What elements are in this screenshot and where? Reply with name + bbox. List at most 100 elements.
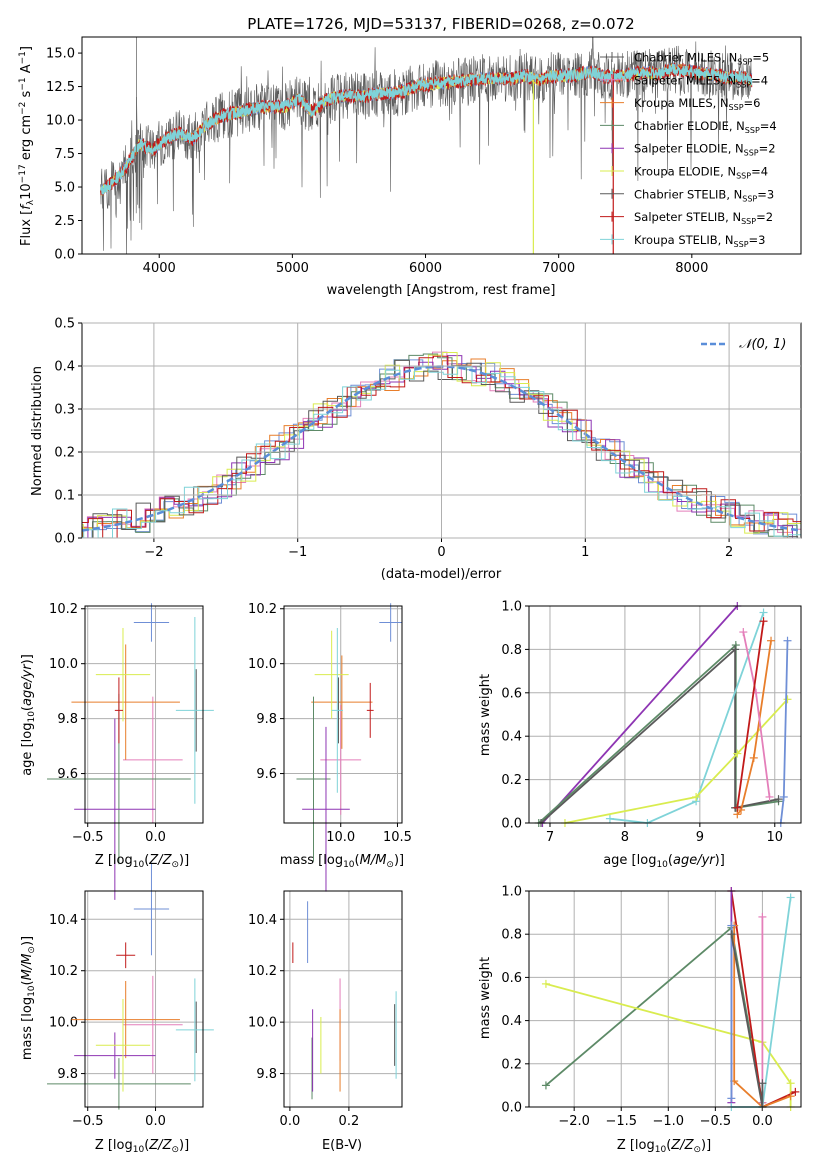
age-ylabel: age [log10(age/yr)] <box>20 654 37 776</box>
xtick-label: 10.5 <box>383 830 412 845</box>
legend-label: Chabrier ELODIE, NSSP=4 <box>634 119 777 135</box>
ytick-label: 1.0 <box>501 885 522 900</box>
ytick-label: 0.3 <box>54 403 75 418</box>
legend-label-main: Kroupa STELIB, N <box>634 233 734 247</box>
legend-label-main: Chabrier ELODIE, N <box>634 119 745 133</box>
xtick-label: 9 <box>696 830 704 845</box>
ytick-label: 10.0 <box>248 1016 277 1031</box>
xtick-label: 5000 <box>276 261 309 276</box>
legend-label: Kroupa STELIB, NSSP=3 <box>634 233 765 249</box>
weight-line-salpeter_stelib <box>736 621 765 808</box>
legend-label: Chabrier STELIB, NSSP=3 <box>634 187 774 203</box>
ytick-label: 0.4 <box>501 1014 522 1029</box>
legend-label-main: Salpeter ELODIE, N <box>634 142 744 156</box>
xtick-label: 0.2 <box>339 1114 360 1129</box>
panel-frame <box>528 605 802 824</box>
ytick-label: 10.0 <box>49 657 78 672</box>
xtick-label: 8000 <box>675 261 708 276</box>
ytick-label: 0.2 <box>501 1057 522 1072</box>
weight-line-salpeter_stelib <box>730 890 796 1109</box>
xtick-label: 0.0 <box>145 830 166 845</box>
ytick-label: 0.4 <box>501 730 522 745</box>
weight-vs-age-panel: 7 8 9 10 0.0 0.2 0.4 0.6 0.8 1.0 <box>501 600 802 845</box>
legend-label-tail: =4 <box>751 73 768 87</box>
residuals-ylabel: Normed distribution <box>30 366 45 496</box>
weight-line-kroupa_miles <box>736 640 772 815</box>
xtick-label: −1.5 <box>605 1114 637 1129</box>
mass-ebv-xlabel: E(B-V) <box>322 1138 362 1153</box>
xtick-label: 0 <box>437 545 445 560</box>
legend-label-sub: SSP <box>741 217 756 226</box>
xtick-label: 7000 <box>542 261 575 276</box>
ytick-label: 15.0 <box>46 47 75 62</box>
legend-label-tail: =4 <box>760 119 777 133</box>
xtick-label: −2.0 <box>558 1114 590 1129</box>
histogram-salpeter_stelib <box>82 355 801 538</box>
ytick-label: 9.6 <box>256 767 277 782</box>
spectrum-ylabel: Flux [fλ10−17 erg cm−2 s−1 A−1] <box>18 46 36 246</box>
ytick-label: 10.0 <box>46 114 75 129</box>
spectrum-frame <box>81 36 802 255</box>
xtick-label: −1.0 <box>653 1114 685 1129</box>
xtick-label: 0.0 <box>280 1114 301 1129</box>
ytick-label: 9.6 <box>57 767 78 782</box>
legend-label-main: Kroupa ELODIE, N <box>634 165 736 179</box>
ytick-label: 5.0 <box>54 181 75 196</box>
xtick-label: −0.5 <box>700 1114 732 1129</box>
ytick-label: 10.2 <box>248 602 277 617</box>
age-vs-mass-panel: 10.0 10.5 9.6 9.8 10.0 10.2 <box>248 602 412 892</box>
histogram-kroupa_stelib <box>82 366 801 538</box>
ytick-label: 9.8 <box>256 1067 277 1082</box>
ytick-label: 10.0 <box>49 1016 78 1031</box>
spectrum-title: PLATE=1726, MJD=53137, FIBERID=0268, z=0… <box>247 15 634 33</box>
weight-line-chabrier_stelib <box>540 647 779 824</box>
legend-label-main: Salpeter STELIB, N <box>634 210 741 224</box>
weight-vs-metallicity-panel: −2.0 −1.5 −1.0 −0.5 0.0 0.0 0.2 0.4 0.6 0.8 1.0 <box>501 885 802 1129</box>
xtick-label: 4000 <box>143 261 176 276</box>
weight-age-ylabel: mass weight <box>478 674 493 756</box>
legend-label: Kroupa MILES, NSSP=6 <box>634 96 760 112</box>
ytick-label: 0.1 <box>54 489 75 504</box>
ytick-label: 0.4 <box>54 360 75 375</box>
ytick-label: 0.0 <box>54 532 75 547</box>
xtick-label: −1 <box>288 545 307 560</box>
ytick-label: 0.6 <box>501 686 522 701</box>
spectrum-ticks: 4000 5000 6000 7000 8000 0.0 2.5 5.0 7.5 10.0 12.5… <box>46 47 708 276</box>
weight-z-ylabel: mass weight <box>478 957 493 1039</box>
xtick-label: 8 <box>621 830 629 845</box>
xtick-label: 1 <box>581 545 589 560</box>
xtick-label: 7 <box>546 830 554 845</box>
legend-label-main: Kroupa MILES, N <box>634 96 729 110</box>
age-mass-xlabel: mass [log10(M/M⊙)] <box>280 853 404 870</box>
ytick-label: 1.0 <box>501 600 522 615</box>
xtick-label: 10.0 <box>326 830 355 845</box>
legend-label-tail: =3 <box>749 233 766 247</box>
ytick-label: 9.8 <box>256 712 277 727</box>
weight-age-xlabel: age [log10(age/yr)] <box>603 853 725 870</box>
ytick-label: 0.0 <box>501 1101 522 1116</box>
panel-frame <box>283 605 403 824</box>
spectrum-line-kroupa_stelib <box>99 63 753 195</box>
panel-frame <box>283 890 403 1108</box>
legend-label-tail: =2 <box>759 142 776 156</box>
legend-label-main: Salpeter MILES, N <box>634 73 736 87</box>
ytick-label: 7.5 <box>54 147 75 162</box>
legend-label: Kroupa ELODIE, NSSP=4 <box>634 165 768 181</box>
age-z-xlabel: Z [log10(Z/Z⊙)] <box>95 853 189 870</box>
legend-label-sub: SSP <box>729 103 744 112</box>
xtick-label: −0.5 <box>72 1114 104 1129</box>
weight-line-salpeter_elodie <box>541 605 738 824</box>
ytick-label: 10.4 <box>49 913 78 928</box>
ytick-label: 0.0 <box>501 817 522 832</box>
legend-label-tail: =6 <box>744 96 761 110</box>
spectrum-plot-area <box>99 37 753 254</box>
legend-label-sub: SSP <box>734 240 749 249</box>
legend-label-tail: =4 <box>751 165 768 179</box>
legend-label-sub: SSP <box>737 58 752 67</box>
legend-label-main: Chabrier MILES, N <box>634 51 737 65</box>
age-vs-metallicity-panel: −0.5 0.0 9.6 9.8 10.0 10.2 <box>47 602 214 900</box>
legend-label-tail: =5 <box>752 51 769 65</box>
ytick-label: 0.8 <box>501 643 522 658</box>
xtick-label: 0.0 <box>145 1114 166 1129</box>
